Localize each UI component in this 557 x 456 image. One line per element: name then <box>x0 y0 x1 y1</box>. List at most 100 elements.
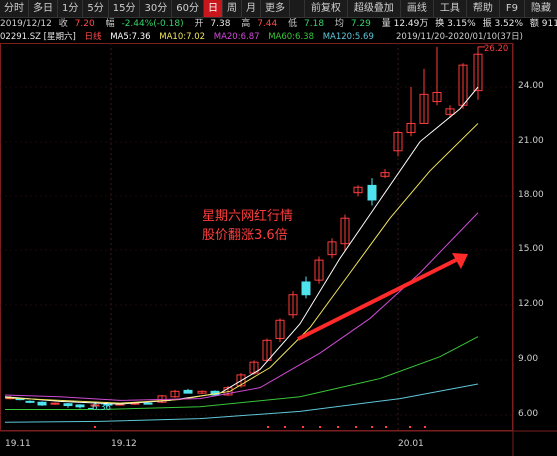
date-range[interactable]: 2019/11/20-2020/01/10(37日) <box>396 32 523 42</box>
price-tick: 12.00 <box>518 299 544 309</box>
avg-value: 7.29 <box>350 19 371 29</box>
kline-chart[interactable] <box>0 43 557 456</box>
candle-body <box>432 91 442 103</box>
event-dot <box>409 426 411 428</box>
avg-label: 均 <box>334 19 344 29</box>
high-label: 高 <box>241 19 251 29</box>
price-tick: 9.00 <box>518 354 539 364</box>
candle-body <box>419 93 429 124</box>
event-dot <box>94 426 96 428</box>
period-tab-9[interactable]: 月 <box>242 0 261 17</box>
candle-body <box>380 172 390 177</box>
candle-body <box>340 217 350 245</box>
candle-body <box>314 259 324 281</box>
candle-body <box>197 390 207 394</box>
indicator-bar: 02291.SZ [星期六] 日线 MA5:7.36 MA10:7.02 MA2… <box>0 31 557 43</box>
candle-body <box>301 281 311 296</box>
candle-body <box>406 122 416 134</box>
period-label[interactable]: 日线 <box>84 32 102 42</box>
amount-value: 额 9110万 <box>529 19 557 29</box>
toolbar-btn-4[interactable]: 帮助 <box>465 0 499 17</box>
event-dot <box>267 426 269 428</box>
candle-body <box>37 401 47 406</box>
open-label: 开 <box>194 19 204 29</box>
annotation-line-1: 星期六网红行情 <box>202 209 294 224</box>
candle-body <box>288 294 298 316</box>
period-tab-6[interactable]: 60分 <box>172 0 204 17</box>
ma120-label: MA120:5.69 <box>322 32 374 42</box>
event-dot <box>424 426 426 428</box>
change-value: -2.44%(-0.18) <box>121 19 184 29</box>
ma10-label: MA10:7.02 <box>159 32 206 42</box>
quote-bar: 2019/12/12 收 7.20 幅 -2.44%(-0.18) 开 7.38… <box>0 18 557 31</box>
volume-value: 量 12.49万 <box>381 19 429 29</box>
high-marker-label: 26.20 <box>484 44 509 54</box>
candle-body <box>367 184 377 201</box>
volratio-value: 振 3.52% <box>482 19 524 29</box>
period-tab-3[interactable]: 5分 <box>83 0 109 17</box>
price-tick: 24.00 <box>518 81 544 91</box>
event-dot <box>385 426 387 428</box>
toolbar-btn-0[interactable]: 前复权 <box>303 0 347 17</box>
toolbar-btn-1[interactable]: 超级叠加 <box>346 0 400 17</box>
close-value: 7.20 <box>74 19 95 29</box>
event-dot <box>284 426 286 428</box>
candle-body <box>63 403 73 407</box>
period-tab-0[interactable]: 分时 <box>0 0 29 17</box>
event-dot <box>337 426 339 428</box>
event-dot <box>371 426 373 428</box>
period-tab-5[interactable]: 30分 <box>140 0 173 17</box>
period-tab-10[interactable]: 更多 <box>261 0 290 17</box>
toolbar-btn-2[interactable]: 画线 <box>399 0 433 17</box>
low-value: 7.18 <box>304 19 325 29</box>
candle-body <box>236 374 246 387</box>
toolbar-btn-5[interactable]: F9 <box>498 0 524 17</box>
toolbar-btn-6[interactable]: 隐藏 <box>524 0 557 17</box>
period-tab-7[interactable]: 日 <box>203 0 223 17</box>
toolbar-btn-3[interactable]: 工具 <box>432 0 466 17</box>
ma5-line <box>4 86 479 405</box>
toolbar-right: 前复权 超级叠加 画线 工具 帮助 F9 隐藏 <box>303 0 557 17</box>
candle-body <box>393 132 403 152</box>
ma20-label: MA20:6.87 <box>213 32 260 42</box>
candle-body <box>262 339 272 361</box>
stock-code: 02291.SZ [星期六] <box>0 32 76 42</box>
ma120-line <box>4 383 479 423</box>
date-tick: 19.11 <box>5 439 31 449</box>
ma60-label: MA60:6.38 <box>268 32 314 42</box>
trend-arrow-head <box>452 253 468 269</box>
quote-date: 2019/12/12 <box>0 19 52 29</box>
candle-body <box>25 400 35 403</box>
price-tick: 6.00 <box>518 409 539 419</box>
period-tab-2[interactable]: 1分 <box>58 0 84 17</box>
high-value: 7.44 <box>257 19 278 29</box>
candle-body <box>183 389 193 394</box>
close-label: 收 <box>58 19 68 29</box>
candle-body <box>103 403 113 406</box>
change-label: 幅 <box>105 19 115 29</box>
candle-body <box>75 404 85 408</box>
date-tick: 19.12 <box>111 439 137 449</box>
ma5-label: MA5:7.36 <box>110 32 151 42</box>
candle-body <box>327 241 337 256</box>
ma10-line <box>4 123 479 404</box>
trend-arrow <box>297 257 459 341</box>
candle-body <box>353 186 363 194</box>
candle-body <box>90 404 100 407</box>
date-tick: 20.01 <box>398 439 424 449</box>
price-tick: 15.00 <box>518 244 544 254</box>
price-tick: 18.00 <box>518 190 544 200</box>
event-dot <box>319 426 321 428</box>
candle-body <box>170 390 180 398</box>
period-tab-1[interactable]: 多日 <box>29 0 58 17</box>
event-dot <box>302 426 304 428</box>
candle-body <box>473 53 483 92</box>
ma60-line <box>5 336 479 411</box>
period-tab-8[interactable]: 周 <box>223 0 242 17</box>
event-dot <box>355 426 357 428</box>
period-tab-4[interactable]: 15分 <box>109 0 141 17</box>
open-value: 7.38 <box>210 19 231 29</box>
price-tick: 21.00 <box>518 136 544 146</box>
candle-body <box>143 402 153 405</box>
candle-body <box>50 402 60 405</box>
